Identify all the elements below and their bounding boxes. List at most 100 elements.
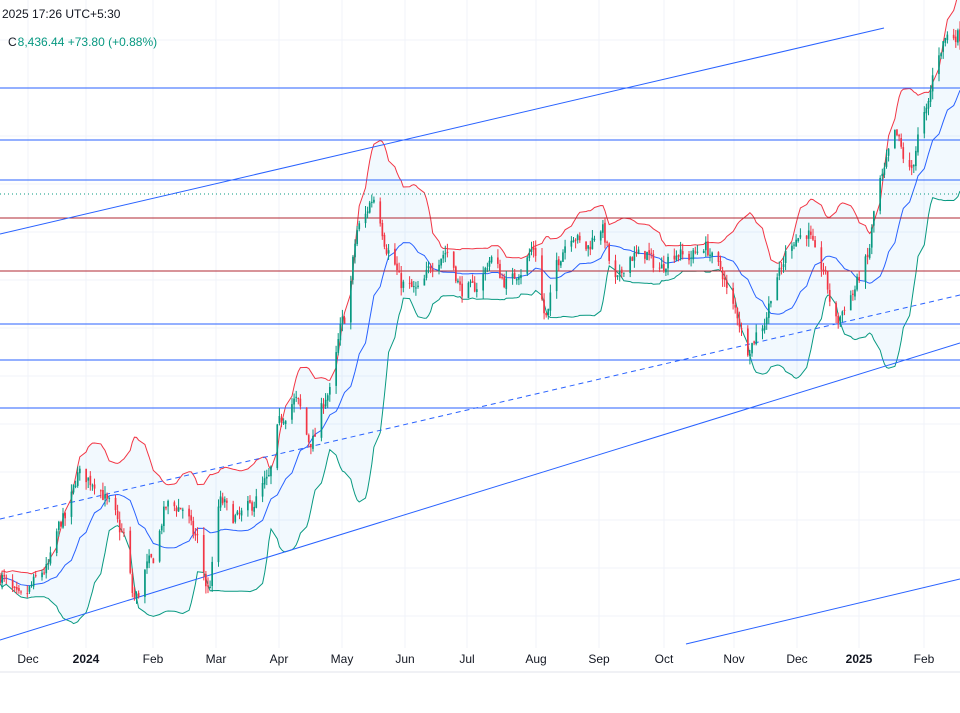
candle-45 [131, 568, 134, 598]
candle-246 [721, 266, 724, 287]
candle-241 [707, 234, 709, 257]
candle-216 [633, 246, 636, 268]
candle-body-76 [221, 497, 224, 504]
candle-303 [887, 148, 890, 162]
candle-197 [576, 233, 579, 244]
candle-189 [555, 252, 558, 299]
candle-179 [526, 256, 529, 276]
candle-body-184 [541, 255, 543, 300]
candle-26 [74, 480, 77, 489]
channel-bottom-line [0, 342, 960, 641]
candle-body-225 [660, 264, 663, 269]
candle-103 [299, 394, 302, 410]
candle-body-26 [74, 485, 77, 487]
candle-41 [118, 511, 121, 541]
candle-body-96 [280, 417, 283, 423]
candle-165 [484, 266, 487, 281]
candle-body-61 [177, 507, 180, 512]
candle-body-79 [232, 504, 234, 524]
candle-body-95 [278, 416, 281, 424]
candle-body-159 [467, 282, 470, 298]
candle-body-315 [925, 107, 928, 114]
candle-315 [925, 103, 928, 121]
candle-body-48 [137, 592, 140, 597]
candle-body-21 [60, 522, 62, 527]
x-tick-label-12: Dec [786, 652, 807, 666]
candle-body-181 [530, 248, 533, 252]
candle-body-298 [873, 211, 875, 226]
candle-body-265 [778, 267, 781, 276]
candle-body-273 [799, 235, 802, 238]
candle-277 [812, 228, 814, 241]
candle-body-296 [868, 248, 871, 258]
candle-body-180 [528, 253, 531, 258]
candle-312 [915, 146, 917, 171]
candle-body-135 [396, 263, 398, 271]
candle-71 [207, 577, 209, 594]
candle-19 [55, 528, 58, 557]
candle-body-75 [219, 496, 222, 508]
candle-body-171 [501, 277, 503, 279]
candle-170 [499, 259, 501, 279]
candle-body-3 [5, 577, 8, 579]
candle-319 [938, 47, 940, 82]
candle-body-78 [226, 500, 228, 503]
candle-body-256 [751, 343, 753, 354]
candle-body-136 [398, 270, 400, 273]
candle-body-101 [295, 396, 297, 398]
candle-154 [452, 251, 455, 271]
candle-211 [618, 264, 621, 282]
candle-29 [85, 468, 87, 490]
candle-213 [623, 272, 625, 277]
candle-body-179 [526, 257, 529, 274]
candle-289 [849, 290, 852, 311]
candle-38 [108, 496, 111, 503]
candle-133 [387, 244, 390, 260]
candle-233 [681, 243, 684, 260]
candle-15 [43, 567, 45, 575]
candle-235 [690, 250, 692, 267]
candle-body-169 [497, 257, 499, 264]
candle-body-233 [681, 251, 684, 255]
candle-89 [261, 476, 264, 503]
candle-body-204 [599, 231, 602, 241]
candle-body-10 [28, 586, 31, 592]
candle-body-5 [13, 587, 16, 588]
candle-87 [253, 501, 255, 517]
candle-85 [249, 495, 251, 504]
candle-55 [160, 523, 163, 535]
candle-body-320 [940, 53, 942, 57]
candle-body-165 [484, 268, 487, 274]
candle-body-140 [410, 281, 413, 287]
x-tick-label-1: 2024 [73, 652, 100, 666]
candle-body-176 [515, 278, 518, 281]
candle-body-202 [591, 237, 594, 250]
candle-body-209 [614, 260, 617, 278]
candle-body-208 [608, 243, 610, 261]
candle-231 [677, 254, 680, 262]
candle-200 [587, 245, 589, 257]
candle-body-156 [457, 280, 459, 283]
candle-183 [534, 240, 537, 262]
candle-290 [852, 289, 854, 301]
candle-body-111 [324, 399, 327, 407]
candle-body-62 [179, 507, 182, 510]
candle-body-34 [100, 490, 102, 492]
candle-body-51 [148, 555, 150, 564]
candle-283 [828, 283, 831, 307]
candle-body-157 [459, 281, 461, 285]
candle-64 [188, 505, 190, 524]
candle-225 [660, 257, 663, 269]
candle-body-35 [102, 490, 104, 500]
candle-108 [314, 427, 316, 437]
candle-body-45 [131, 574, 134, 593]
candle-82 [238, 506, 241, 520]
candle-body-109 [320, 403, 323, 438]
candle-107 [312, 429, 314, 452]
candle-274 [805, 235, 808, 247]
candle-body-257 [753, 341, 755, 344]
candle-141 [413, 281, 415, 293]
candle-body-38 [108, 498, 111, 500]
